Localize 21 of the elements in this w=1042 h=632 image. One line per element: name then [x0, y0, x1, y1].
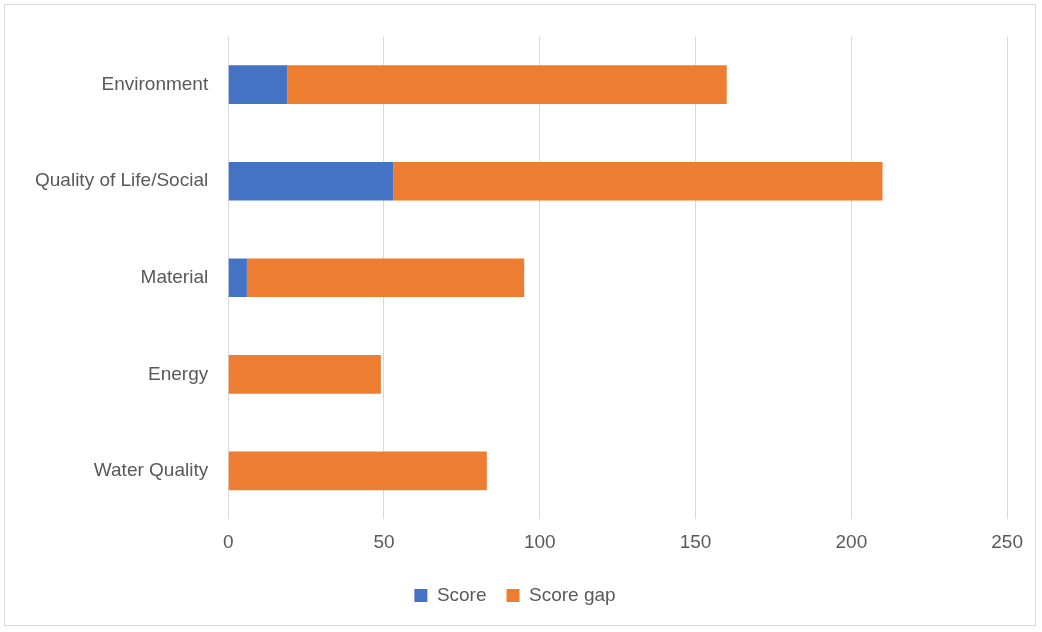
x-tick-label: 0	[222, 530, 234, 552]
x-tick-label: 250	[991, 530, 1023, 552]
y-tick-label: Environment	[101, 72, 209, 94]
bar	[228, 65, 288, 104]
bar	[228, 258, 247, 298]
bar	[246, 258, 525, 298]
x-tick-label: 150	[679, 530, 712, 552]
bar	[287, 65, 727, 104]
legend-label: Score gap	[529, 583, 616, 605]
y-tick-label: Material	[140, 266, 209, 288]
bar	[228, 161, 394, 201]
x-tick-label: 200	[835, 530, 868, 552]
bar	[228, 451, 487, 491]
legend-label: Score	[436, 583, 487, 605]
y-tick-label: Water Quality	[93, 459, 209, 481]
x-tick-label: 50	[373, 530, 395, 552]
bar	[393, 161, 883, 201]
x-tick-label: 100	[523, 530, 556, 552]
bar	[228, 355, 381, 394]
y-tick-label: Quality of Life/Social	[35, 169, 209, 191]
y-tick-label: Energy	[148, 362, 209, 384]
